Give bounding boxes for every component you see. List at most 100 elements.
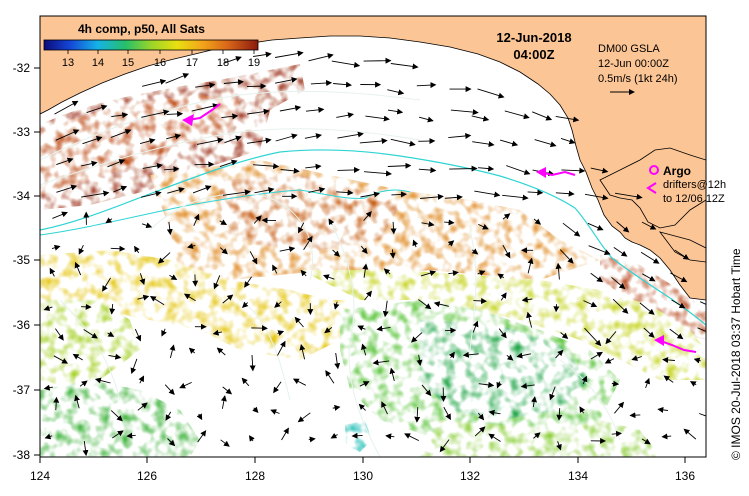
current-vector-arrow — [213, 275, 221, 290]
colorbar-tick: 19 — [248, 57, 260, 69]
current-vector-arrow — [142, 162, 163, 169]
current-vector-arrow — [359, 381, 370, 387]
current-vector-arrow — [110, 129, 132, 138]
current-vector-arrow — [421, 384, 432, 397]
current-vector-arrow — [382, 300, 389, 318]
current-vector-arrow — [433, 301, 449, 308]
current-vector-arrow — [533, 218, 542, 225]
current-vector-arrow — [497, 273, 505, 280]
current-vector-arrow — [246, 83, 267, 90]
current-vector-arrow — [390, 138, 416, 147]
current-vector-arrow — [614, 192, 643, 200]
current-vector-arrow — [639, 302, 655, 315]
current-vector-arrow — [322, 274, 335, 280]
current-vector-arrow — [337, 166, 360, 173]
current-vector-arrow — [222, 189, 251, 196]
lat-tick-label: -33 — [13, 125, 31, 139]
current-vector-arrow — [324, 327, 333, 334]
current-vector-arrow — [439, 439, 450, 453]
current-vector-arrow — [108, 353, 122, 360]
current-vector-arrow — [336, 112, 354, 119]
current-vector-arrow — [305, 163, 322, 170]
current-vector-arrow — [249, 251, 258, 265]
current-vector-arrow — [474, 426, 486, 437]
current-vector-arrow — [362, 263, 369, 278]
current-vector-arrow — [82, 136, 103, 145]
current-vector-arrow — [391, 191, 407, 198]
current-vector-arrow — [364, 170, 392, 177]
current-vector-arrow — [444, 219, 455, 226]
current-vector-arrow — [275, 133, 298, 142]
current-vector-arrow — [700, 301, 706, 305]
current-vector-arrow — [360, 191, 380, 198]
drifter-marker-icon — [646, 182, 657, 194]
current-vector-arrow — [274, 301, 282, 308]
current-vector-arrow — [556, 408, 563, 421]
current-vector-arrow — [332, 249, 341, 257]
lat-tick-label: -35 — [13, 253, 31, 267]
colorbar-tick: 15 — [122, 57, 134, 69]
current-vector-arrow — [334, 352, 341, 370]
current-vector-arrow — [110, 410, 123, 422]
current-vector-arrow — [500, 292, 507, 301]
current-vector-arrow — [364, 290, 373, 301]
current-vector-arrow — [478, 223, 489, 230]
current-vector-arrow — [81, 190, 110, 198]
current-vector-arrow — [223, 79, 244, 86]
current-vector-arrow — [555, 115, 580, 123]
current-vector-arrow — [502, 213, 511, 220]
current-vector-arrow — [163, 166, 180, 173]
current-vector-arrow — [224, 135, 242, 144]
current-vector-arrow — [448, 351, 455, 359]
current-vector-arrow — [167, 187, 185, 194]
current-vector-arrow — [222, 294, 234, 304]
current-vector-arrow — [149, 295, 165, 306]
drifter-track-1 — [187, 103, 221, 121]
argo-label: Argo — [663, 164, 691, 178]
current-vector-arrow — [496, 381, 503, 389]
current-vector-arrow — [581, 375, 588, 385]
current-vector-arrow — [188, 347, 196, 354]
current-vector-arrow — [222, 386, 233, 395]
current-vector-arrow — [611, 430, 622, 437]
lon-tick-label: 124 — [30, 469, 50, 483]
current-vector-arrow — [336, 189, 354, 196]
current-vector-arrow — [303, 235, 313, 251]
current-vector-arrow — [54, 100, 79, 115]
current-vector-arrow — [516, 352, 531, 359]
current-vector-arrow — [219, 159, 238, 168]
current-vector-arrow — [82, 440, 89, 457]
current-vector-arrow — [414, 407, 421, 423]
current-vector-arrow — [137, 294, 150, 301]
current-vector-arrow — [183, 293, 196, 302]
current-vector-arrow — [112, 430, 124, 439]
current-vector-arrow — [358, 403, 366, 411]
current-vector-arrow — [81, 160, 98, 167]
current-vector-arrow — [305, 106, 325, 113]
current-vector-arrow — [139, 138, 156, 145]
current-vector-arrow — [387, 108, 404, 115]
current-vector-arrow — [421, 221, 435, 227]
credit-text: © IMOS 20-Jul-2018 03:37 Hobart Time — [729, 248, 743, 460]
drifters-label: drifters@12h — [663, 179, 726, 191]
current-vector-arrow — [499, 139, 519, 147]
current-vector-arrow — [253, 163, 280, 170]
current-vector-arrow — [671, 299, 686, 309]
current-vector-arrow — [583, 300, 598, 308]
map-date: 12-Jun-2018 — [496, 30, 571, 45]
current-vector-arrow — [247, 137, 272, 144]
current-vector-arrow — [304, 133, 322, 140]
current-vector-arrow — [357, 325, 366, 331]
current-vector-arrow — [527, 189, 544, 196]
current-vector-arrow — [333, 301, 340, 310]
current-vector-arrow — [55, 129, 80, 141]
current-vector-arrow — [137, 402, 148, 411]
current-vector-arrow — [223, 56, 242, 64]
current-vector-arrow — [86, 104, 108, 114]
sst-field — [40, 64, 706, 457]
current-vector-arrow — [661, 433, 672, 440]
current-vector-arrow — [109, 304, 116, 315]
current-vector-arrow — [579, 406, 586, 414]
current-vector-arrow — [280, 167, 300, 174]
lon-tick-label: 132 — [460, 469, 480, 483]
